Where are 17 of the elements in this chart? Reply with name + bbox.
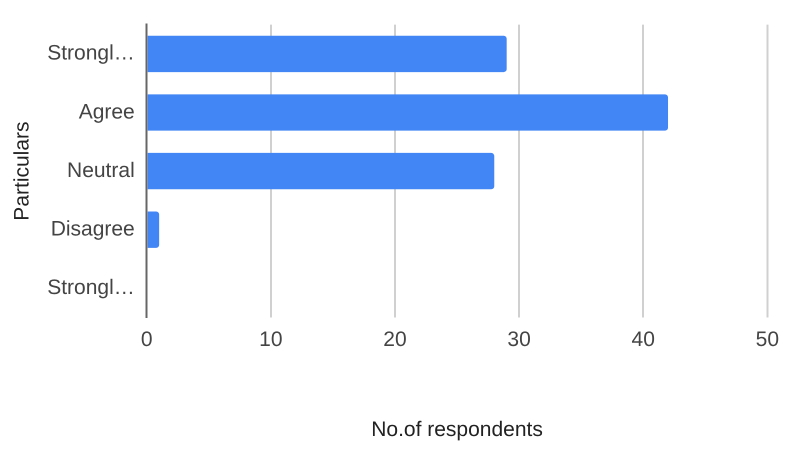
x-tick-label: 10 (259, 328, 283, 351)
y-axis-title: Particulars (10, 122, 34, 221)
x-tick-label: 40 (632, 328, 655, 351)
bar (148, 36, 507, 72)
x-tick-label: 0 (140, 328, 153, 351)
y-tick-label: Disagree (50, 217, 135, 240)
bar (148, 94, 668, 131)
y-tick-label: Strongl… (47, 276, 135, 300)
x-axis-title: No.of respondents (371, 418, 543, 442)
x-tick-label: 20 (383, 328, 407, 351)
y-tick-label: Strongl… (47, 42, 135, 65)
y-tick-label: Agree (78, 100, 135, 124)
x-tick-label: 50 (756, 328, 779, 351)
bar (148, 212, 160, 248)
bar (148, 152, 494, 190)
y-tick-label: Neutral (67, 158, 135, 182)
x-tick-label: 30 (507, 328, 531, 351)
